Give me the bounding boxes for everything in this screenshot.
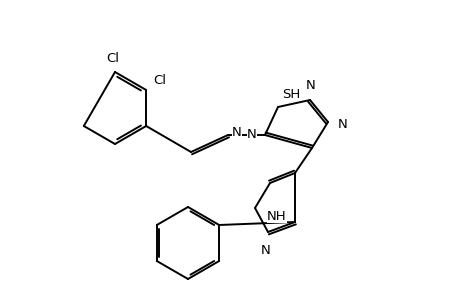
Text: Cl: Cl bbox=[106, 52, 119, 64]
Text: N: N bbox=[261, 244, 270, 257]
Text: N: N bbox=[337, 118, 347, 130]
Text: N: N bbox=[305, 79, 315, 92]
Text: N: N bbox=[247, 128, 257, 142]
Text: NH: NH bbox=[266, 209, 286, 223]
Text: Cl: Cl bbox=[153, 74, 166, 86]
Text: SH: SH bbox=[281, 88, 300, 100]
Text: N: N bbox=[231, 127, 241, 140]
